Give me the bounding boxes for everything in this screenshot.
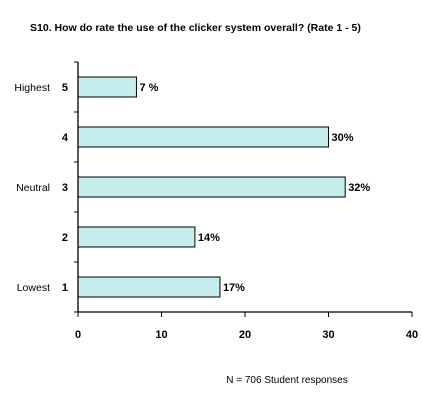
- x-tick-label-10: 10: [155, 329, 167, 341]
- bar-2: [77, 226, 196, 248]
- bar-3: [77, 176, 346, 198]
- category-label-2: 2: [62, 232, 68, 244]
- category-descriptor-neutral: Neutral: [16, 182, 50, 194]
- bar-1: [77, 276, 221, 298]
- category-descriptor-highest: Highest: [14, 82, 50, 94]
- category-label-4: 4: [62, 132, 69, 144]
- chart-title: S10. How do rate the use of the clicker …: [30, 22, 361, 34]
- x-tick-label-0: 0: [75, 329, 81, 341]
- category-descriptor-lowest: Lowest: [17, 282, 50, 294]
- data-label-1: 17%: [223, 282, 245, 294]
- x-tick-label-20: 20: [239, 329, 251, 341]
- ticks-layer: 0 10 20 30 40: [74, 61, 418, 341]
- data-label-4: 30%: [332, 132, 354, 144]
- sample-size-note: N = 706 Student responses: [226, 375, 347, 386]
- bar-4: [77, 126, 329, 148]
- bar-5: [77, 76, 137, 98]
- data-label-2: 14%: [198, 232, 220, 244]
- x-tick-label-30: 30: [322, 329, 334, 341]
- labels-layer: 7 % 5 Highest 30% 4 32% 3 Neutral 14% 2 17% 1 Lowest: [14, 82, 370, 294]
- bars-layer: [77, 76, 346, 298]
- x-tick-label-40: 40: [406, 329, 418, 341]
- data-label-5: 7 %: [139, 82, 158, 94]
- category-label-1: 1: [62, 282, 68, 294]
- data-label-3: 32%: [348, 182, 370, 194]
- category-label-3: 3: [62, 182, 68, 194]
- category-label-5: 5: [62, 82, 68, 94]
